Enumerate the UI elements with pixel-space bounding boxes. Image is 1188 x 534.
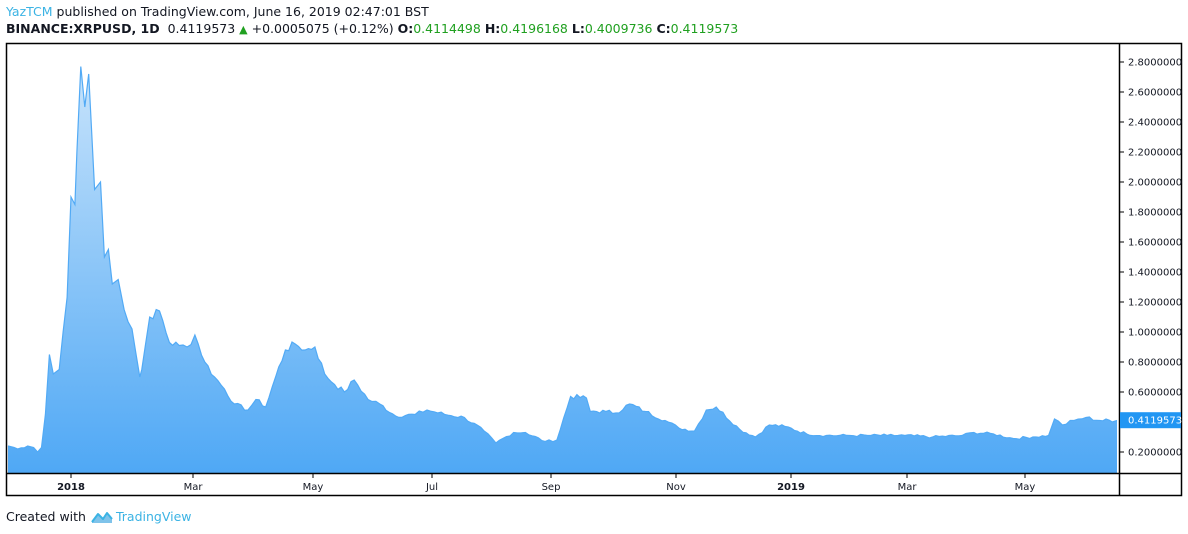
price-tick-label: 2.2000000: [1128, 148, 1182, 159]
created-with-text: Created with: [6, 509, 86, 524]
up-arrow-icon: ▲: [239, 23, 248, 36]
open-value: 0.4114498: [413, 21, 481, 36]
time-tick-label: May: [303, 482, 324, 493]
price-tick-label: 2.8000000: [1128, 58, 1182, 69]
current-price-text: 0.4119573: [1128, 416, 1182, 427]
price-tick-label: 1.0000000: [1128, 328, 1182, 339]
symbol-legend: BINANCE:XRPUSD, 1D 0.4119573 ▲ +0.000507…: [6, 21, 738, 38]
price-tick-label: 1.2000000: [1128, 298, 1182, 309]
symbol-name: BINANCE:XRPUSD, 1D: [6, 21, 160, 36]
price-tick-label: 2.0000000: [1128, 178, 1182, 189]
price-tick-label: 1.4000000: [1128, 268, 1182, 279]
price-tick-label: 1.6000000: [1128, 238, 1182, 249]
time-tick-label: Sep: [542, 482, 561, 493]
last-price: 0.4119573: [167, 21, 236, 36]
high-value: 0.4196168: [500, 21, 568, 36]
high-label: H:: [484, 21, 501, 36]
price-tick-label: 1.8000000: [1128, 208, 1182, 219]
price-axis[interactable]: 2.8000000 2.6000000 2.4000000 2.2000000 2.00…: [1120, 58, 1182, 459]
time-tick-label: Mar: [184, 482, 204, 493]
time-tick-label: Nov: [666, 482, 686, 493]
price-tick-label: 0.8000000: [1128, 358, 1182, 369]
current-price-label: 0.4119573: [1120, 412, 1182, 429]
chart-border: [5, 42, 1183, 497]
time-axis[interactable]: 2018 Mar May Jul Sep Nov 2019 Mar May: [57, 474, 1035, 493]
price-tick-label: 2.6000000: [1128, 88, 1182, 99]
low-label: L:: [571, 21, 585, 36]
tradingview-logo-icon: [91, 512, 113, 523]
publisher-username[interactable]: YazTCM: [6, 4, 53, 19]
price-tick-label: 0.6000000: [1128, 388, 1182, 399]
price-tick-label: 0.2000000: [1128, 448, 1182, 459]
time-tick-label: 2018: [57, 482, 85, 493]
close-label: C:: [656, 21, 671, 36]
close-value: 0.4119573: [670, 21, 739, 36]
price-tick-label: 2.4000000: [1128, 118, 1182, 129]
time-tick-label: Jul: [425, 482, 438, 493]
time-tick-label: Mar: [898, 482, 918, 493]
footer-attribution: Created with TradingView: [6, 509, 192, 525]
price-change: +0.0005075 (+0.12%): [251, 21, 394, 36]
time-tick-label: 2019: [777, 482, 805, 493]
published-text: published on TradingView.com, June 16, 2…: [52, 4, 429, 19]
publish-info: YazTCM published on TradingView.com, Jun…: [6, 4, 429, 20]
low-value: 0.4009736: [584, 21, 653, 36]
open-label: O:: [397, 21, 414, 36]
tradingview-link[interactable]: TradingView: [115, 509, 192, 524]
time-tick-label: May: [1015, 482, 1036, 493]
price-area-series: [7, 66, 1118, 473]
